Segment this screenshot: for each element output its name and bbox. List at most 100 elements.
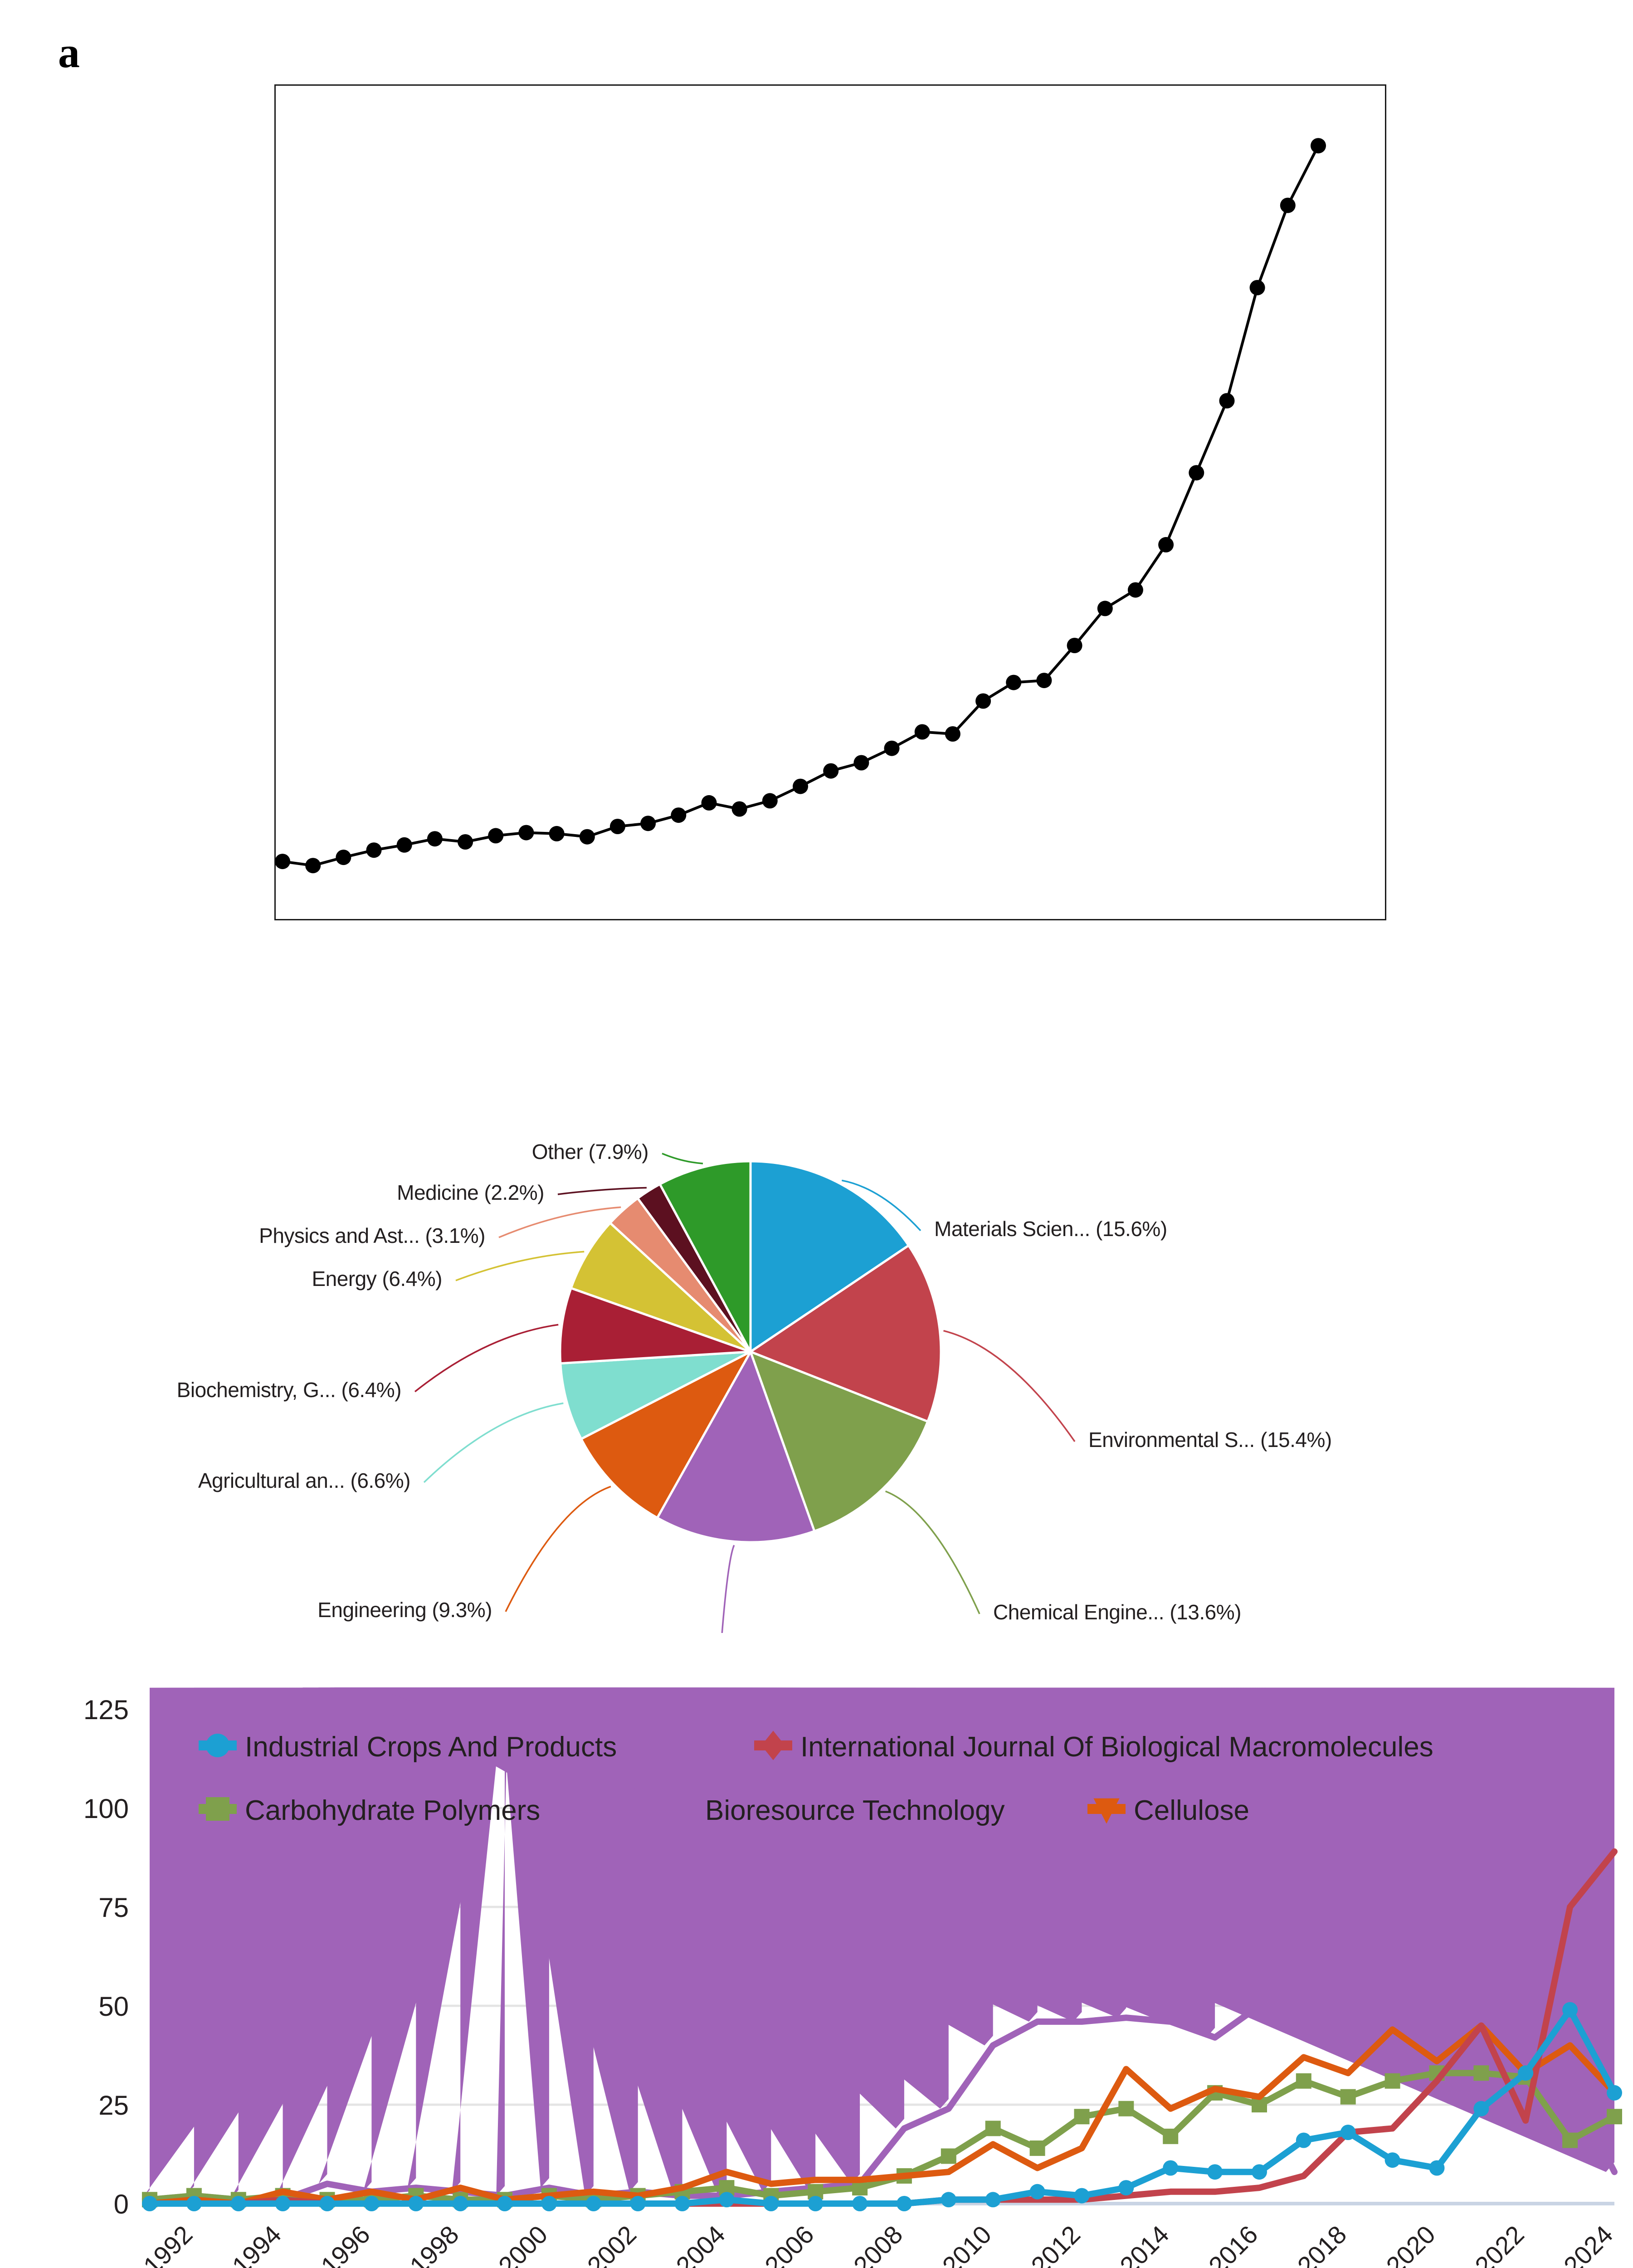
pie-slice-label: Agricultural an... (6.6%) [198,1469,410,1492]
series-marker [852,2196,868,2211]
x-axis-tick-label: 1992 [138,2220,198,2268]
trend-data-point [458,834,473,850]
trend-data-point [1280,197,1296,213]
series-marker [761,1730,785,1760]
series-marker [230,2196,246,2211]
pie-slice [748,1244,942,1423]
series-marker [896,2196,912,2211]
trend-data-point [945,726,960,742]
y-axis-tick-label: 50 [98,1991,129,2022]
series-marker [1429,2160,1445,2176]
series-marker [408,2196,424,2211]
x-axis-tick-label: 2008 [848,2220,908,2268]
trend-data-point [914,724,930,740]
legend-item[interactable]: International Journal Of Biological Macr… [754,1730,1433,1763]
trend-data-point [1311,138,1326,154]
trend-data-point [275,854,290,870]
pie-leader-line-group [414,1153,1076,1633]
trend-data-point [884,740,900,756]
panel-letter-a: a [58,28,80,77]
trend-data-point [609,819,625,834]
trend-data-point [762,793,778,809]
subject-area-pie-chart: Materials Scien... (15.6%) Environmental … [0,989,1633,1633]
series-marker [275,2196,291,2211]
trend-data-point [1006,675,1022,690]
legend-item[interactable]: Carbohydrate Polymers [199,1795,540,1826]
x-axis-tick-label: 2024 [1558,2220,1618,2268]
series-marker [1074,2188,1090,2204]
pie-slice-label: Materials Scien... (15.6%) [934,1217,1167,1241]
x-axis-tick-label: 1998 [404,2220,464,2268]
series-marker [1074,2109,1090,2125]
series-marker [1163,2128,1179,2144]
series-marker [497,2196,512,2211]
series-marker [1473,2065,1489,2081]
trend-data-point [488,828,504,844]
series-marker [985,2192,1001,2208]
pie-slice [655,1349,816,1544]
series-marker [1296,2132,1311,2148]
trend-line-path [281,144,1320,867]
trend-data-point [1127,582,1143,598]
trend-data-point [549,826,565,841]
trend-data-point [366,842,382,858]
series-marker [1029,2140,1045,2156]
series-marker [142,2196,157,2211]
x-axis-tick-label: 1994 [226,2220,287,2268]
trend-data-point [336,850,351,865]
legend-item[interactable]: Industrial Crops And Products [199,1731,617,1763]
pie-leader-line [721,1545,735,1633]
pie-leader-line [662,1153,703,1164]
series-marker [541,2196,557,2211]
series-marker [364,2196,380,2211]
trend-data-point [671,807,687,823]
trend-data-point [305,858,321,874]
y-axis-tick-label: 0 [114,2189,129,2219]
x-axis-tick-label: 1996 [315,2220,375,2268]
trend-data-point [1249,280,1265,296]
legend-item[interactable]: Cellulose [1087,1795,1249,1826]
y-axis-tick-label: 75 [98,1892,129,1923]
series-marker [1384,2152,1400,2168]
pie-slice [658,1160,752,1353]
series-marker [630,2196,646,2211]
trend-data-point [853,755,869,771]
y-axis-tick-label: 125 [83,1695,129,1725]
series-marker [1029,2184,1045,2200]
series-marker [186,2196,202,2211]
series-marker [452,1687,504,2192]
pie-plot-area: Materials Scien... (15.6%) Environmental … [177,1140,1332,1633]
legend-item[interactable]: Bioresource Technology [659,1794,1005,1827]
series-marker [763,2196,779,2211]
pie-leader-line [943,1330,1076,1442]
trend-data-point [518,825,534,841]
y-axis-tick-label: 25 [98,2090,129,2121]
series-marker [1340,2089,1356,2105]
trend-marker-group [275,138,1326,874]
pie-slice-label: Chemical Engine... (13.6%) [993,1600,1241,1624]
trend-plot-frame [274,84,1386,920]
pie-leader-line [885,1490,980,1614]
series-marker [1252,2164,1267,2180]
series-marker [1607,2085,1622,2101]
series-marker [665,1794,691,1820]
pie-leader-line [841,1179,921,1232]
trend-plot-area [275,138,1326,874]
trend-data-point [427,831,443,847]
x-axis-tick-label: 2014 [1114,2220,1175,2268]
trend-data-point [701,795,717,811]
series-line [146,2006,1618,2207]
pie-leader-line [557,1187,647,1195]
series-marker [1473,2101,1489,2116]
pie-leader-line [505,1486,611,1612]
x-axis-tick-label: 2006 [759,2220,819,2268]
series-marker [941,2148,956,2164]
series-marker [206,1797,229,1821]
trend-data-point [1067,638,1082,653]
trend-data-point [1097,601,1113,616]
y-axis-tick-label: 100 [83,1794,129,1824]
publication-trend-chart [274,84,1386,920]
series-marker [1384,2073,1400,2089]
journals-per-year-chart: 0 25 50 75 100 125 1992 1994 1996 1998 2000 2002 20… [0,1687,1633,2268]
series-marker [1562,2002,1578,2018]
